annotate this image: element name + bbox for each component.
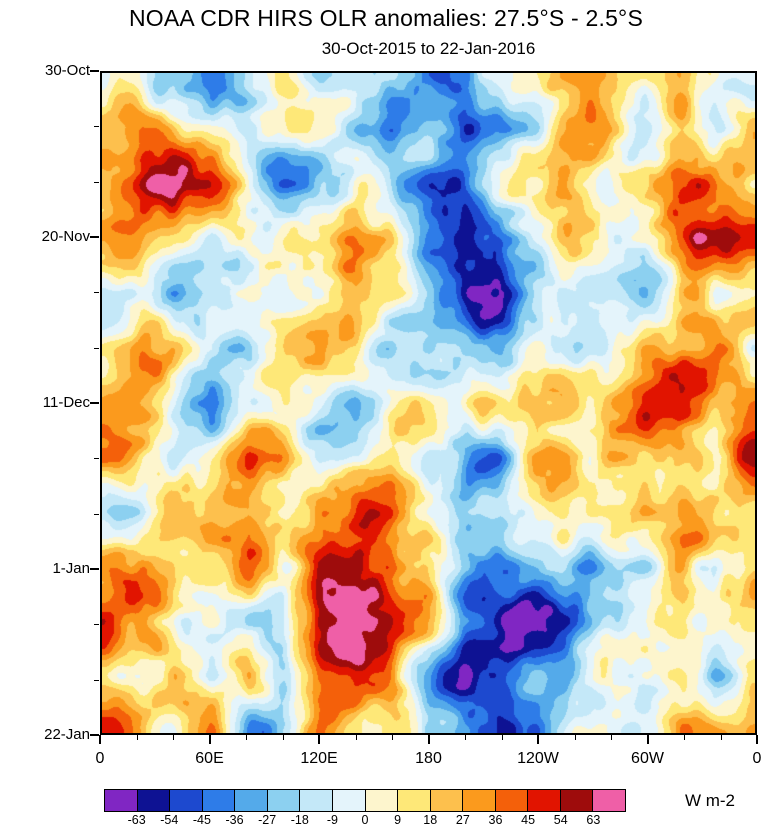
colorbar-tick-label: 0: [361, 813, 369, 827]
x-minor-tick: [136, 735, 138, 740]
y-minor-tick: [94, 347, 99, 349]
colorbar-cell: [169, 789, 203, 812]
x-tick-label: 0: [95, 750, 105, 767]
y-major-tick: [90, 236, 99, 238]
colorbar-cell: [527, 789, 561, 812]
y-minor-tick: [94, 292, 99, 294]
chart-title: NOAA CDR HIRS OLR anomalies: 27.5°S - 2.…: [128, 5, 644, 31]
y-tick-label: 1-Jan: [52, 560, 90, 577]
x-minor-tick: [501, 735, 503, 740]
x-major-tick: [427, 735, 430, 744]
colorbar: [104, 789, 626, 812]
y-major-tick: [90, 70, 99, 72]
colorbar-tick-label: 36: [488, 813, 503, 827]
colorbar-tick-label: 27: [455, 813, 470, 827]
x-minor-tick: [246, 735, 247, 740]
y-minor-tick: [94, 679, 99, 681]
colorbar-cell: [331, 789, 366, 812]
y-minor-tick: [94, 513, 99, 515]
y-tick-label: 20-Nov: [41, 228, 90, 245]
x-tick-label: 0: [752, 750, 762, 767]
colorbar-cell: [201, 789, 236, 812]
x-tick-label: 120W: [517, 750, 559, 767]
x-minor-tick: [392, 735, 393, 740]
colorbar-labels: -63 -54 -45 -36 -27 -18 -9 0 9 18 27 36 45 54 63: [104, 813, 626, 829]
y-minor-tick: [94, 458, 99, 460]
x-tick-label: 180: [415, 750, 442, 767]
x-tick-label: 60E: [195, 750, 224, 767]
colorbar-cell: [559, 789, 594, 812]
plot-area: [100, 71, 757, 735]
colorbar-cell: [299, 789, 333, 812]
colorbar-tick-label: -18: [290, 813, 309, 827]
x-tick-label: 120E: [300, 750, 338, 767]
y-major-tick: [90, 402, 99, 404]
colorbar-tick-label: -9: [326, 813, 338, 827]
colorbar-units: W m-2: [684, 791, 736, 810]
heatmap-canvas: [102, 73, 755, 733]
x-minor-tick: [282, 735, 284, 740]
x-minor-tick: [355, 735, 357, 740]
colorbar-cell: [462, 789, 496, 812]
colorbar-cell: [266, 789, 301, 812]
x-minor-tick: [173, 735, 174, 740]
colorbar-tick-label: 54: [553, 813, 568, 827]
chart-subtitle: 30-Oct-2015 to 22-Jan-2016: [321, 39, 536, 58]
x-minor-tick: [611, 735, 612, 740]
colorbar-cell: [397, 789, 431, 812]
colorbar-cell: [592, 789, 626, 812]
colorbar-tick-label: 9: [394, 813, 402, 827]
y-tick-label: 11-Dec: [42, 394, 90, 411]
x-minor-tick: [574, 735, 576, 740]
x-major-tick: [208, 735, 211, 744]
colorbar-cell: [364, 789, 399, 812]
colorbar-tick-label: -63: [127, 813, 146, 827]
x-minor-tick: [465, 735, 466, 740]
colorbar-tick-label: -45: [192, 813, 211, 827]
y-tick-label: 22-Jan: [44, 726, 90, 743]
y-major-tick: [90, 568, 99, 570]
y-tick-label: 30-Oct: [44, 62, 90, 79]
x-major-tick: [318, 735, 320, 744]
y-minor-tick: [94, 126, 99, 128]
colorbar-tick-label: 45: [521, 813, 536, 827]
colorbar-tick-label: -36: [225, 813, 244, 827]
x-major-tick: [756, 735, 758, 744]
colorbar-tick-label: 63: [586, 813, 601, 827]
y-minor-tick: [94, 181, 99, 183]
x-major-tick: [537, 735, 539, 744]
colorbar-tick-label: -54: [160, 813, 179, 827]
y-major-tick: [90, 734, 99, 736]
x-tick-label: 60W: [631, 750, 664, 767]
x-minor-tick: [720, 735, 722, 740]
colorbar-cell: [494, 789, 529, 812]
x-minor-tick: [684, 735, 685, 740]
colorbar-tick-label: -27: [258, 813, 277, 827]
colorbar-tick-label: 18: [423, 813, 438, 827]
colorbar-cell: [136, 789, 171, 812]
colorbar-cell: [429, 789, 464, 812]
y-minor-tick: [94, 624, 99, 626]
colorbar-cell: [104, 789, 138, 812]
colorbar-cell: [234, 789, 268, 812]
x-major-tick: [646, 735, 649, 744]
x-major-tick: [99, 735, 101, 744]
